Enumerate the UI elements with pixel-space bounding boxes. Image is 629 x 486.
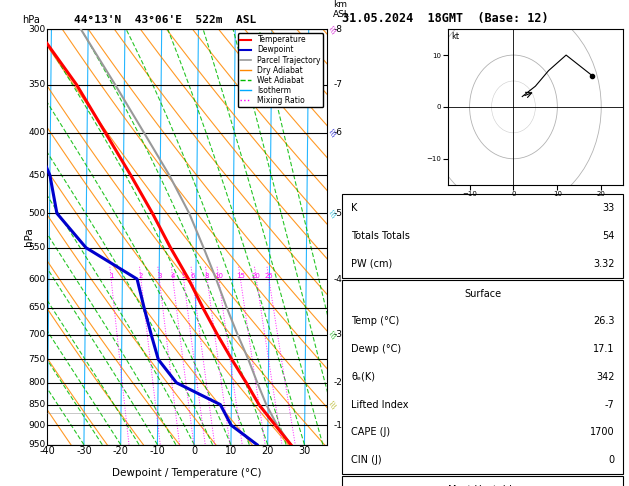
Text: \\\: \\\ (328, 128, 337, 138)
Text: Surface: Surface (464, 289, 501, 299)
Text: 850: 850 (28, 400, 46, 409)
Text: 26.3: 26.3 (593, 316, 615, 327)
Text: 600: 600 (28, 275, 46, 283)
Text: 33: 33 (602, 203, 615, 213)
Text: Dewpoint / Temperature (°C): Dewpoint / Temperature (°C) (113, 468, 262, 478)
Text: 450: 450 (29, 171, 46, 180)
Text: hPa: hPa (24, 227, 34, 246)
Text: -6: -6 (333, 128, 342, 138)
Text: 10: 10 (214, 273, 223, 279)
Text: -1: -1 (333, 421, 342, 430)
Text: CAPE (J): CAPE (J) (351, 427, 390, 437)
Text: 2: 2 (139, 273, 143, 279)
Text: 750: 750 (28, 355, 46, 364)
Legend: Temperature, Dewpoint, Parcel Trajectory, Dry Adiabat, Wet Adiabat, Isotherm, Mi: Temperature, Dewpoint, Parcel Trajectory… (238, 33, 323, 107)
Text: 800: 800 (28, 378, 46, 387)
Text: -7: -7 (333, 80, 342, 89)
Text: K: K (351, 203, 357, 213)
Text: kt: kt (451, 32, 459, 41)
Text: 950: 950 (28, 440, 46, 449)
Text: 700: 700 (28, 330, 46, 339)
Text: 1: 1 (109, 273, 113, 279)
Text: Totals Totals: Totals Totals (351, 231, 410, 241)
Text: Temp (°C): Temp (°C) (351, 316, 399, 327)
Text: \\\: \\\ (328, 330, 337, 339)
Text: km
ASL: km ASL (333, 0, 350, 19)
Text: -40: -40 (39, 446, 55, 455)
Text: Most Unstable: Most Unstable (448, 485, 518, 486)
Text: 3: 3 (157, 273, 162, 279)
Text: CIN (J): CIN (J) (351, 455, 382, 465)
Text: 1700: 1700 (590, 427, 615, 437)
Text: 10: 10 (225, 446, 237, 455)
Text: 20: 20 (252, 273, 261, 279)
Text: 300: 300 (28, 25, 46, 34)
Text: \\\: \\\ (328, 25, 337, 34)
Bar (342, 194, 623, 278)
Text: \\\: \\\ (328, 400, 337, 409)
Text: -3: -3 (333, 330, 342, 339)
Text: -10: -10 (150, 446, 165, 455)
Text: 8: 8 (205, 273, 209, 279)
Text: hPa: hPa (22, 15, 40, 25)
Text: -20: -20 (113, 446, 128, 455)
Text: 350: 350 (28, 80, 46, 89)
Text: -30: -30 (76, 446, 92, 455)
Text: -5: -5 (333, 209, 342, 218)
Text: 342: 342 (596, 372, 615, 382)
Text: 44°13'N  43°06'E  522m  ASL: 44°13'N 43°06'E 522m ASL (74, 15, 256, 25)
Bar (342, 476, 623, 486)
Text: 17.1: 17.1 (593, 344, 615, 354)
Text: 500: 500 (28, 209, 46, 218)
Text: PW (cm): PW (cm) (351, 259, 392, 269)
Text: 54: 54 (602, 231, 615, 241)
Text: 6: 6 (191, 273, 195, 279)
Text: 550: 550 (28, 243, 46, 252)
Text: 20: 20 (262, 446, 274, 455)
Text: θₑ(K): θₑ(K) (351, 372, 375, 382)
Text: Lifted Index: Lifted Index (351, 399, 409, 410)
Text: 650: 650 (28, 303, 46, 312)
Text: -4: -4 (333, 275, 342, 283)
Text: 4: 4 (170, 273, 175, 279)
Text: 15: 15 (236, 273, 245, 279)
Text: 900: 900 (28, 421, 46, 430)
Text: 400: 400 (29, 128, 46, 138)
Text: -8: -8 (333, 25, 342, 34)
Text: -7: -7 (604, 399, 615, 410)
Text: Dewp (°C): Dewp (°C) (351, 344, 401, 354)
Bar (342, 280, 623, 474)
Text: -2: -2 (333, 378, 342, 387)
Text: 0: 0 (608, 455, 615, 465)
Text: 3.32: 3.32 (593, 259, 615, 269)
Text: 31.05.2024  18GMT  (Base: 12): 31.05.2024 18GMT (Base: 12) (342, 12, 549, 25)
Text: \\\: \\\ (328, 208, 337, 218)
Text: 0: 0 (191, 446, 198, 455)
Text: 5: 5 (182, 273, 186, 279)
Text: 25: 25 (265, 273, 274, 279)
Text: 30: 30 (298, 446, 311, 455)
